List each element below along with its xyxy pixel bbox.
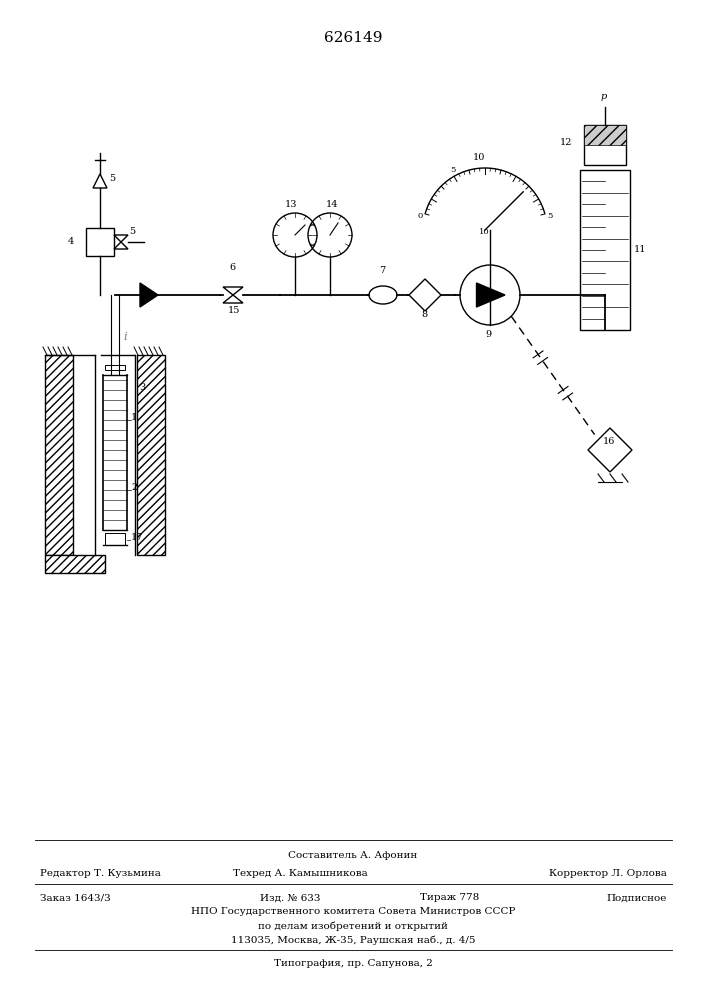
Polygon shape [140,283,158,307]
Text: 113035, Москва, Ж-35, Раушская наб., д. 4/5: 113035, Москва, Ж-35, Раушская наб., д. … [230,935,475,945]
Bar [580,170,630,330]
Text: Корректор Л. Орлова: Корректор Л. Орлова [549,869,667,879]
Text: 5: 5 [547,212,552,220]
Text: 9: 9 [485,330,491,339]
Text: Техред А. Камышникова: Техред А. Камышникова [233,869,368,879]
Text: 6: 6 [229,263,235,272]
Text: 12: 12 [560,138,573,147]
Text: i: i [123,332,127,342]
Text: 16: 16 [603,437,615,446]
Text: 3: 3 [139,383,145,392]
Text: 13: 13 [285,200,298,209]
Polygon shape [477,283,505,307]
Text: 11: 11 [634,245,646,254]
Bar [584,125,626,165]
Text: 626149: 626149 [324,31,382,45]
Text: Изд. № 633: Изд. № 633 [260,894,320,902]
Text: 15: 15 [228,306,240,315]
Text: 1: 1 [131,413,137,422]
Text: Заказ 1643/3: Заказ 1643/3 [40,894,111,902]
Bar [45,555,105,573]
Text: 4: 4 [68,237,74,246]
Bar [105,365,125,370]
Bar [105,533,125,545]
Text: 5: 5 [109,174,115,183]
Text: 7: 7 [379,266,385,275]
Text: 5: 5 [129,227,135,236]
Bar [137,355,165,555]
Bar [45,355,73,555]
Text: 17: 17 [131,533,144,542]
Text: 10: 10 [479,228,489,236]
Text: 14: 14 [326,200,339,209]
Text: Редактор Т. Кузьмина: Редактор Т. Кузьмина [40,869,161,879]
Text: по делам изобретений и открытий: по делам изобретений и открытий [258,921,448,931]
Text: Подписное: Подписное [607,894,667,902]
Bar [584,125,626,145]
Text: 0: 0 [417,212,422,220]
Text: 5: 5 [450,166,455,174]
Text: 2: 2 [131,483,137,492]
Text: Тираж 778: Тираж 778 [420,894,479,902]
Text: Типография, пр. Сапунова, 2: Типография, пр. Сапунова, 2 [274,960,433,968]
Text: НПО Государственного комитета Совета Министров СССР: НПО Государственного комитета Совета Мин… [191,908,515,916]
Text: р: р [601,92,607,101]
Text: Составитель А. Афонин: Составитель А. Афонин [288,852,418,860]
Bar [86,228,114,256]
Text: 8: 8 [421,310,427,319]
Text: 10: 10 [473,153,486,162]
